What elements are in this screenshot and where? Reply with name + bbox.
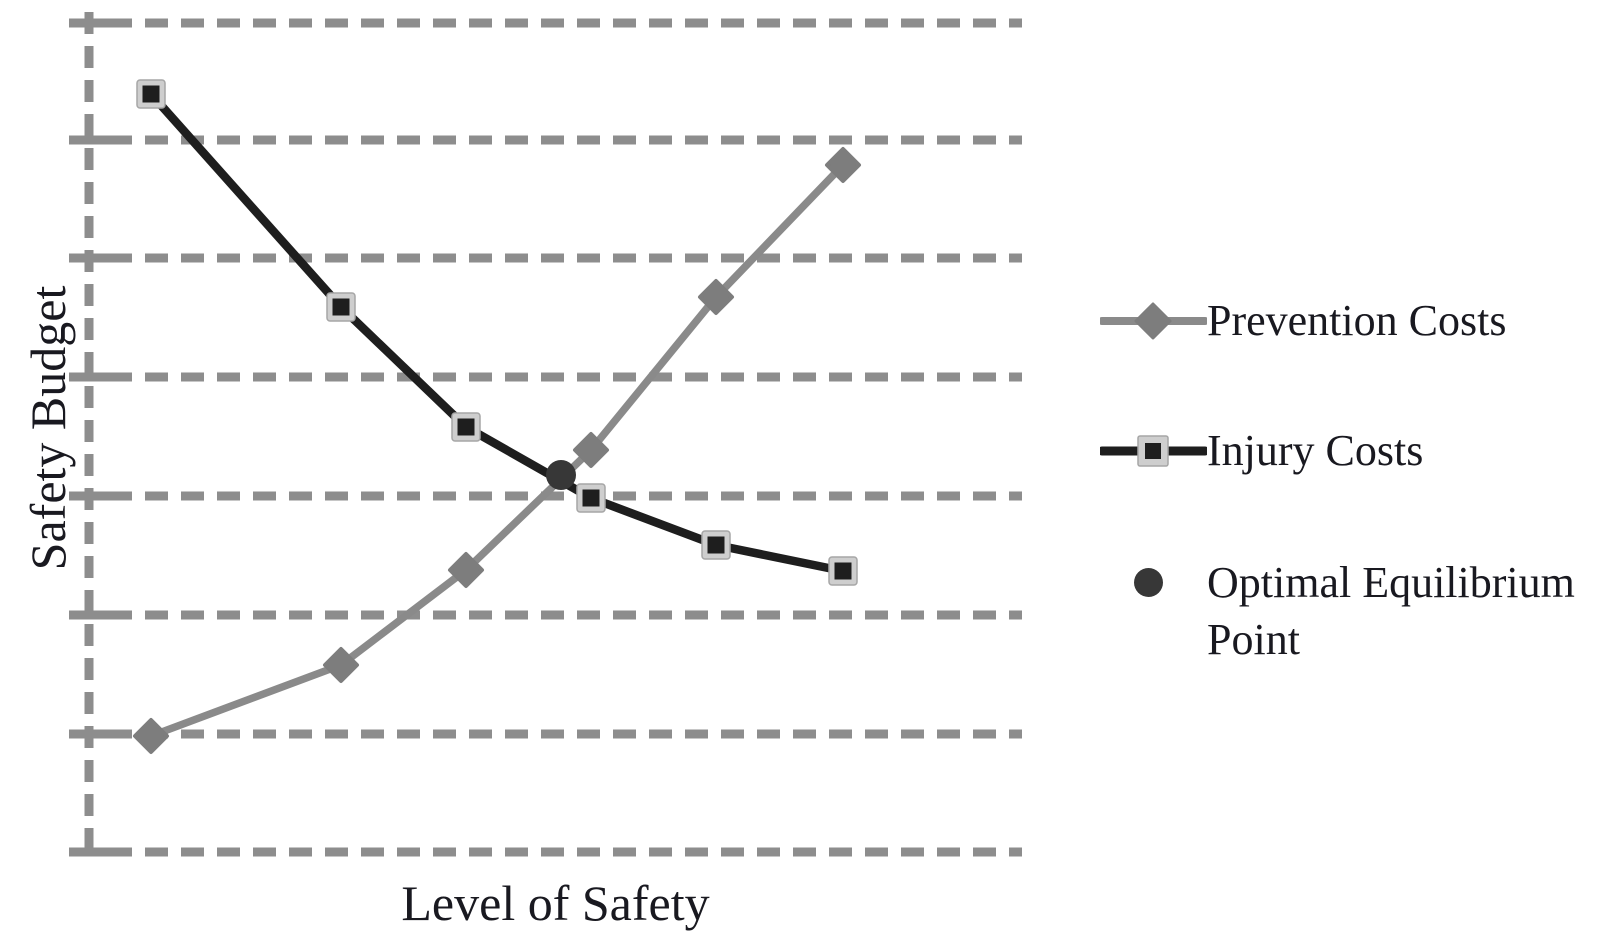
injury-costs-marker-4 [707, 536, 725, 554]
prevention-costs-marker-0 [133, 718, 169, 754]
injury-legend-square [1145, 442, 1161, 459]
prevention-costs-marker-2 [448, 552, 484, 588]
optimal-equilibrium-point-marker [546, 460, 576, 490]
prevention-costs-line [147, 161, 847, 740]
prevention-costs-marker-4 [698, 279, 734, 315]
injury-costs-line [146, 89, 848, 576]
prevention-legend-diamond [1134, 302, 1172, 339]
legend-label-injury-costs: Injury Costs [1207, 426, 1424, 475]
y-axis-tick-2 [69, 253, 109, 263]
legend-item-optimal-equilibrium-point: Optimal Equilibrium Point [1100, 554, 1598, 668]
optimal-equilibrium-point-legend-marker-icon [1134, 568, 1163, 597]
y-axis-tick-4 [69, 491, 109, 501]
legend-item-prevention-costs: Prevention Costs [1100, 292, 1506, 349]
injury-costs-marker-2 [457, 418, 475, 436]
injury-costs-legend-marker-icon [1100, 434, 1207, 467]
y-axis-title: Safety Budget [20, 285, 76, 571]
y-axis-tick-6 [69, 729, 109, 739]
injury-costs-marker-1 [332, 298, 350, 316]
y-axis-tick-7 [69, 847, 109, 857]
legend-label-optimal-equilibrium-point: Optimal Equilibrium Point [1207, 558, 1575, 664]
prevention-costs-marker-3 [573, 432, 609, 468]
injury-costs-marker-3 [582, 489, 600, 507]
prevention-costs-marker-1 [323, 647, 359, 683]
optimal-legend-dot [1134, 568, 1163, 597]
y-axis-tick-3 [69, 372, 109, 382]
y-axis-tick-1 [69, 135, 109, 145]
y-axis-tick-0 [69, 18, 109, 28]
x-axis-title: Level of Safety [401, 875, 710, 931]
y-axis-tick-5 [69, 610, 109, 620]
legend: Prevention Costs Injury Costs Optimal Eq… [1100, 0, 1598, 939]
prevention-costs-legend-marker-icon [1100, 302, 1207, 339]
injury-costs-marker-0 [142, 85, 160, 103]
injury-costs-marker-5 [834, 562, 852, 580]
legend-item-injury-costs: Injury Costs [1100, 422, 1423, 479]
prevention-costs-marker-5 [825, 147, 861, 183]
legend-label-prevention-costs: Prevention Costs [1207, 296, 1507, 345]
